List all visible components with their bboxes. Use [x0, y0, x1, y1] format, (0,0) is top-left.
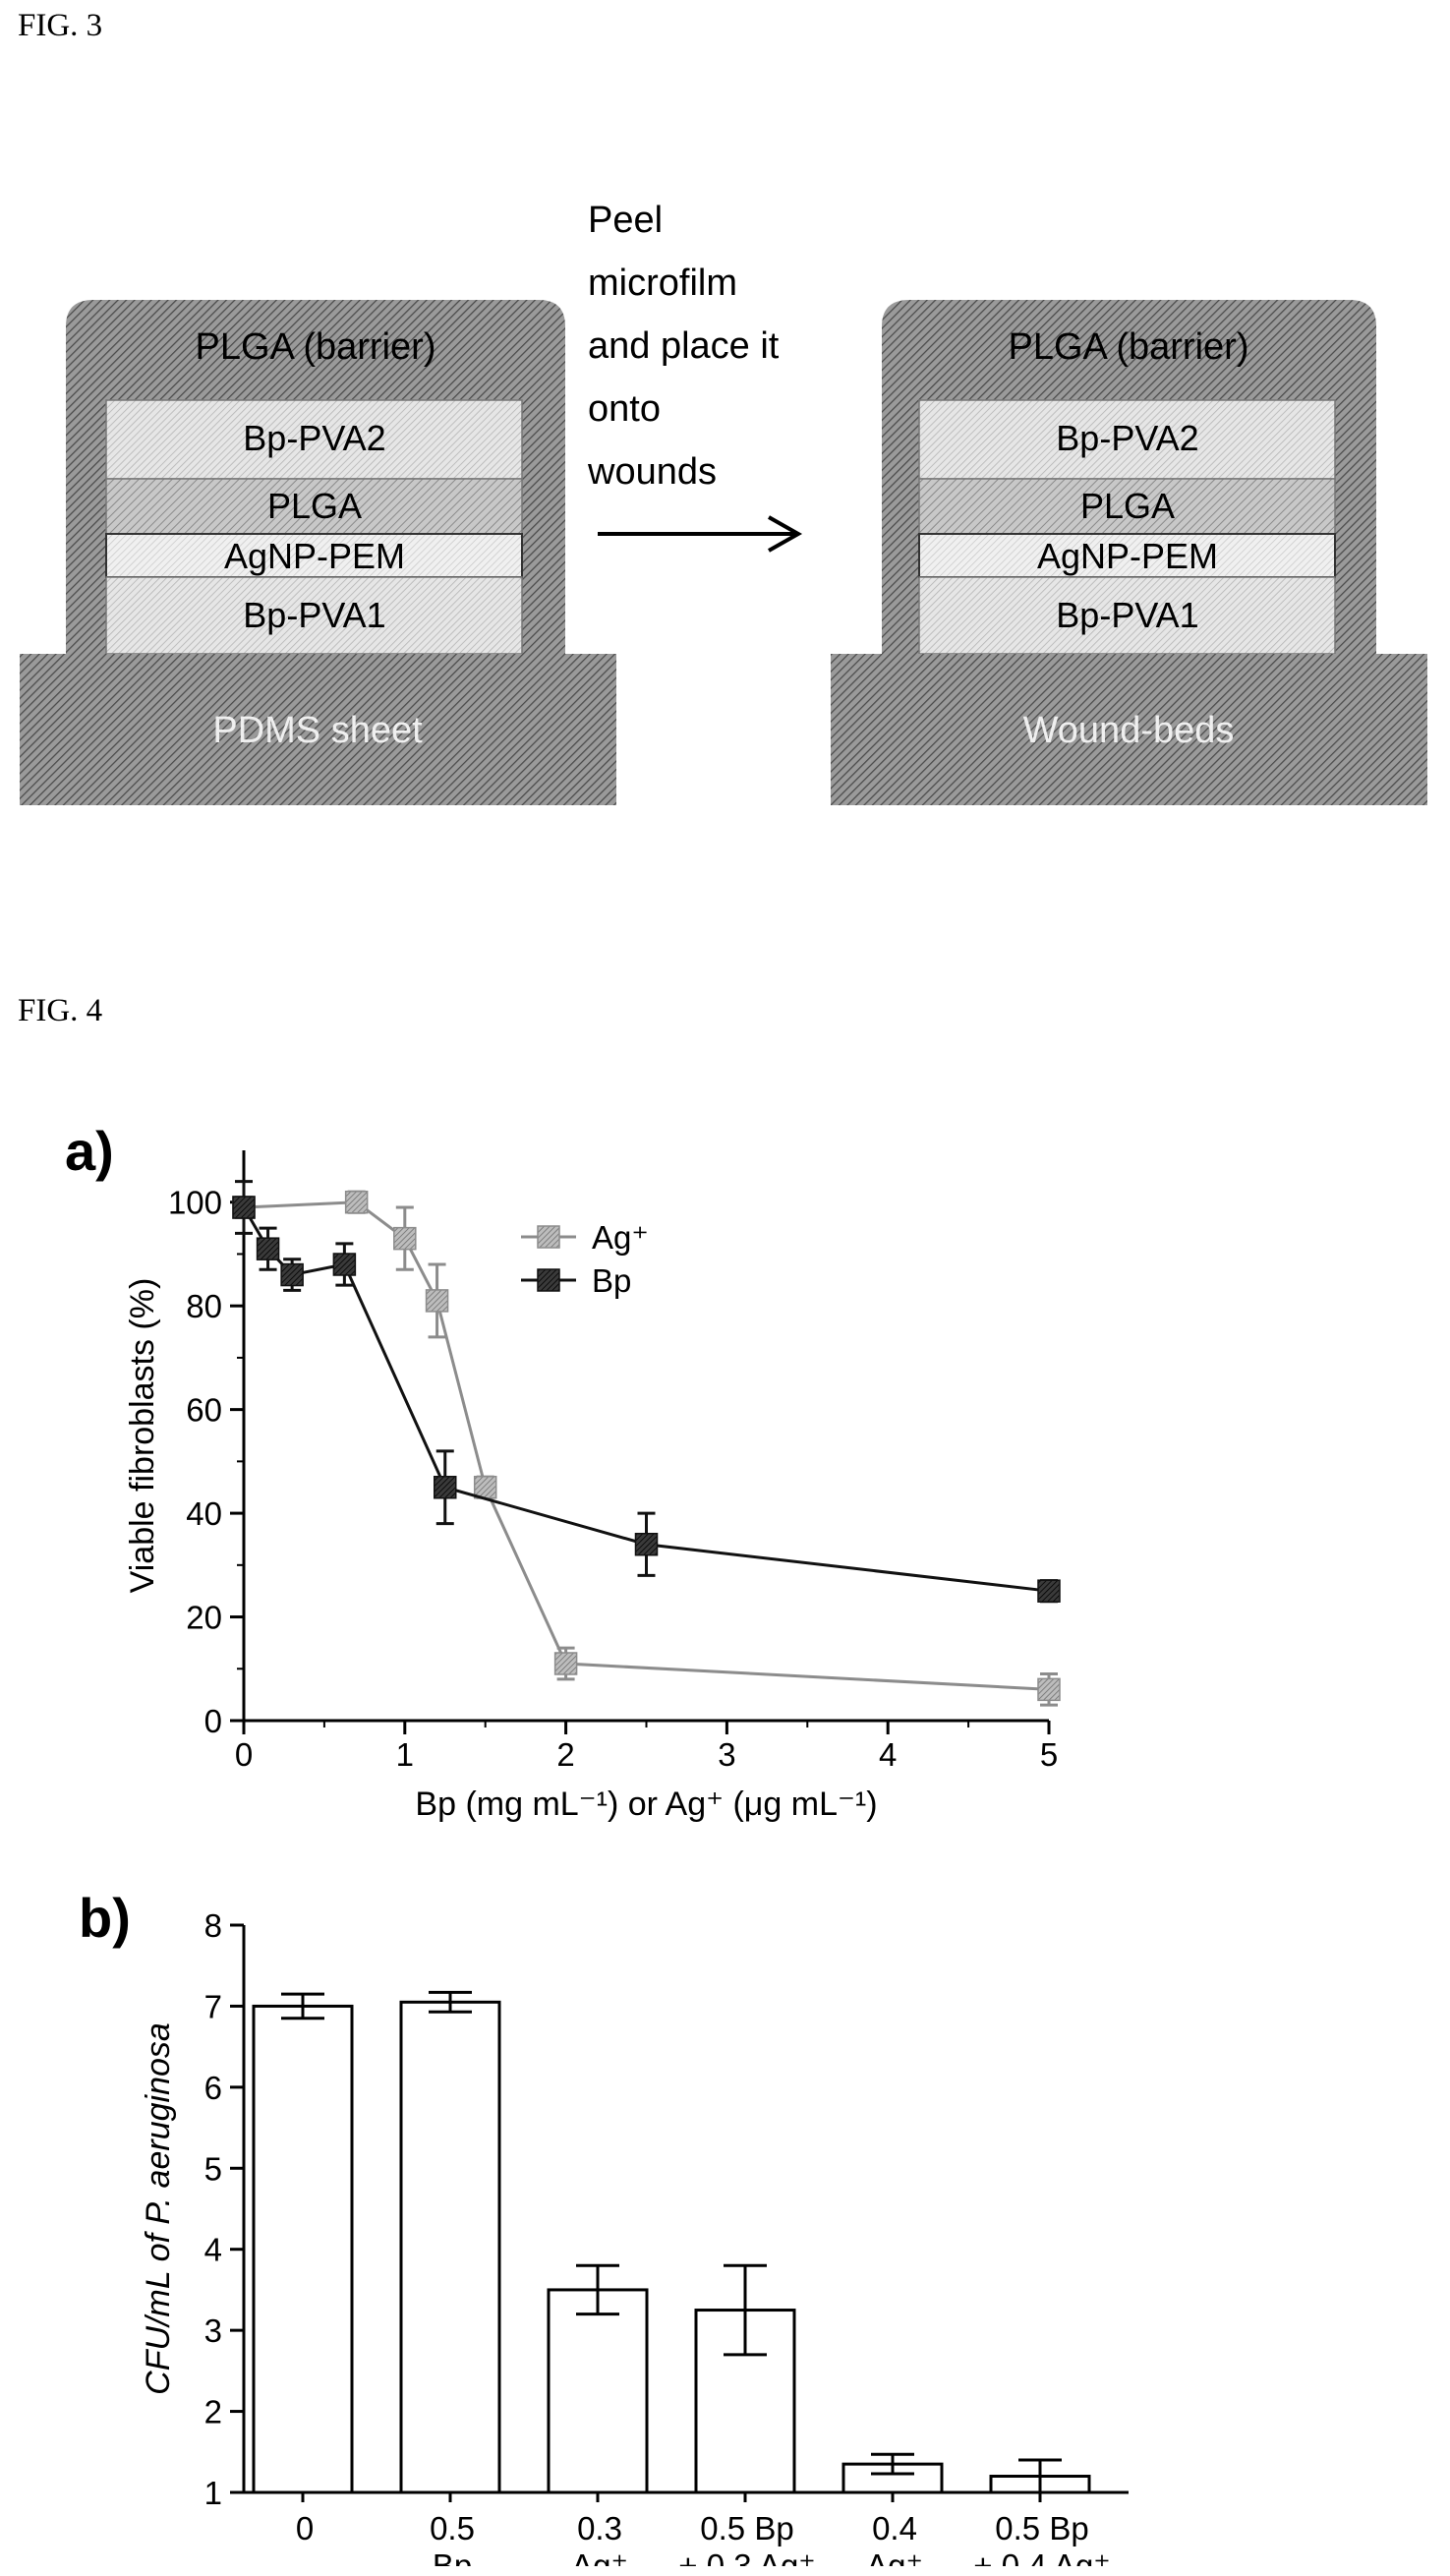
right-layer-bp-pva2 [918, 399, 1336, 480]
y-tick-label: 0 [204, 1703, 222, 1739]
data-point-marker [1037, 1579, 1061, 1603]
y-tick-label: 1 [204, 2475, 222, 2511]
bar [252, 2004, 354, 2494]
arrow-group: Peel microfilm and place it onto wounds [587, 200, 803, 553]
right-layer-agnp-pem [918, 533, 1336, 578]
bar [399, 2000, 501, 2494]
left-stack: PLGA (barrier) Bp-PVA2 PLGA AgNP-PEM Bp-… [20, 300, 616, 805]
arrow-text-line-2: microfilm [588, 263, 737, 304]
y-tick-label: 3 [204, 2313, 222, 2349]
y-tick-label: 20 [186, 1600, 222, 1636]
right-layer-bp-pva2-label: Bp-PVA2 [1056, 418, 1198, 458]
legend-marker [537, 1268, 560, 1292]
right-layer-plga-label: PLGA [1080, 486, 1175, 526]
left-layer-plga [105, 478, 523, 535]
legend-label: Bp [592, 1262, 631, 1299]
data-point-marker [1037, 1677, 1061, 1702]
y-tick-label: 8 [204, 1907, 222, 1944]
y-axis-title: CFU/mL of P. aeruginosa [140, 2022, 177, 2395]
y-tick-label: 6 [204, 2070, 222, 2106]
x-tick-label: Ag⁺ [866, 2547, 923, 2566]
x-tick-label: 2 [556, 1736, 574, 1773]
panel-a-label: a) [65, 1120, 114, 1182]
arrow-text-line-4: onto [588, 388, 661, 430]
left-base-label: PDMS sheet [212, 710, 423, 751]
data-point-marker [393, 1226, 417, 1251]
left-layer-bp-pva2-label: Bp-PVA2 [243, 418, 385, 458]
chart-a: a) 0 20 40 60 80 100 0 1 2 3 4 5 Viable fibroblasts … [65, 1120, 1061, 1823]
y-tick-label: 60 [186, 1392, 222, 1429]
left-layer-plga-label: PLGA [267, 486, 362, 526]
right-base-label: Wound-beds [1023, 710, 1235, 751]
y-tick-label: 7 [204, 1988, 222, 2024]
right-layer-bp-pva1 [918, 576, 1336, 655]
legend-label: Ag⁺ [592, 1219, 649, 1256]
chart-b: b) 1 2 3 4 5 6 7 8 CFU/mL of P. aeruginosa 0 0.5Bp… [79, 1887, 1129, 2566]
left-barrier-label: PLGA (barrier) [196, 326, 436, 368]
x-tick-label: 0.4 [872, 2510, 917, 2547]
x-tick-label: 0 [296, 2510, 314, 2547]
data-point-marker [434, 1475, 457, 1499]
x-tick-label: 5 [1040, 1736, 1058, 1773]
right-stack: PLGA (barrier) Bp-PVA2 PLGA AgNP-PEM Bp-… [831, 300, 1427, 805]
y-tick-label: 5 [204, 2150, 222, 2187]
x-tick-label: + 0.4 Ag⁺ [973, 2547, 1110, 2566]
y-tick-label: 2 [204, 2394, 222, 2430]
y-tick-label: 100 [168, 1185, 222, 1221]
panel-b-label: b) [79, 1887, 131, 1949]
series-line-0 [243, 1200, 1050, 1691]
fig4-label: FIG. 4 [18, 993, 103, 1028]
left-layer-agnp-pem-label: AgNP-PEM [224, 536, 405, 576]
x-tick-label: 3 [718, 1736, 735, 1773]
x-tick-label: 0.5 Bp [700, 2510, 793, 2547]
x-tick-label: 0.5 Bp [995, 2510, 1088, 2547]
fig3-label: FIG. 3 [18, 8, 103, 43]
data-point-marker [280, 1262, 304, 1287]
x-tick-label: Ag⁺ [571, 2547, 628, 2566]
arrow-text-line-1: Peel [588, 200, 663, 241]
arrow-head-icon [768, 515, 803, 553]
y-tick-label: 4 [204, 2232, 222, 2268]
left-base [20, 654, 616, 805]
x-tick-label: 1 [396, 1736, 414, 1773]
x-tick-label: 0.3 [577, 2510, 622, 2547]
data-point-marker [344, 1190, 369, 1214]
y-tick-label: 80 [186, 1288, 222, 1324]
data-point-marker [634, 1532, 659, 1556]
legend-marker [537, 1225, 560, 1249]
fig3-diagram: PLGA (barrier) Bp-PVA2 PLGA AgNP-PEM Bp-… [20, 200, 1427, 805]
right-base [831, 654, 1427, 805]
y-axis-title: Viable fibroblasts (%) [124, 1278, 161, 1594]
x-tick-label: 0.5 [430, 2510, 475, 2547]
data-point-marker [473, 1475, 497, 1499]
bar [547, 2288, 649, 2494]
arrow-text-line-5: wounds [587, 451, 717, 493]
x-tick-label: Bp [433, 2547, 472, 2566]
data-point-marker [425, 1289, 449, 1313]
right-layer-bp-pva1-label: Bp-PVA1 [1056, 595, 1198, 635]
x-tick-label: 0 [235, 1736, 253, 1773]
right-layer-plga [918, 478, 1336, 535]
right-barrier-label: PLGA (barrier) [1009, 326, 1249, 368]
right-layer-agnp-pem-label: AgNP-PEM [1037, 536, 1218, 576]
arrow-text-line-3: and place it [588, 325, 780, 367]
data-point-marker [232, 1196, 256, 1219]
data-point-marker [256, 1237, 280, 1260]
left-layer-bp-pva2 [105, 399, 523, 480]
data-point-marker [332, 1253, 357, 1276]
y-tick-label: 40 [186, 1495, 222, 1532]
x-axis-title: Bp (mg mL⁻¹) or Ag⁺ (μg mL⁻¹) [415, 1786, 877, 1823]
left-layer-bp-pva1-label: Bp-PVA1 [243, 595, 385, 635]
x-tick-label: 4 [879, 1736, 897, 1773]
data-point-marker [553, 1652, 578, 1675]
x-tick-label: + 0.3 Ag⁺ [678, 2547, 815, 2566]
